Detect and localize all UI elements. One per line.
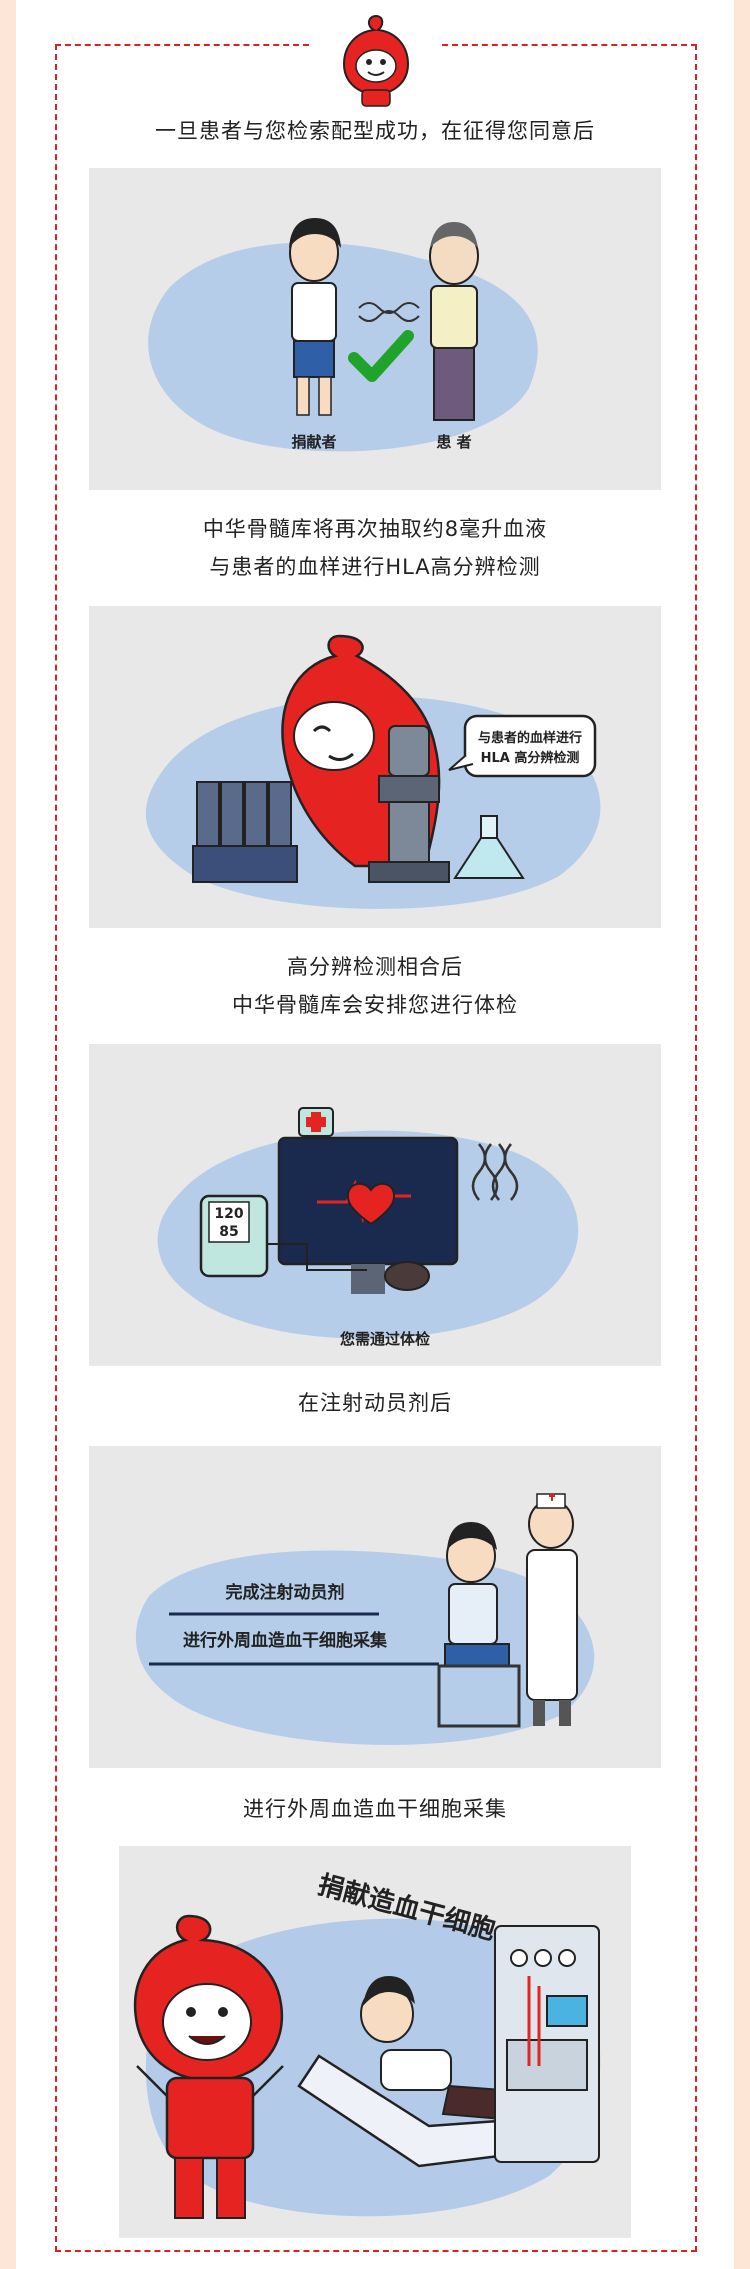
donor-figure [289, 218, 341, 416]
caption-2a: 中华骨髓库将再次抽取约8毫升血液 [202, 517, 548, 541]
checkup-label: 您需通过体检 [339, 1330, 430, 1348]
caption-2b: 与患者的血样进行HLA高分辨检测 [209, 555, 541, 579]
donor-label: 捐献者 [291, 433, 336, 451]
bp-systolic: 120 [214, 1206, 243, 1222]
microscope-icon [368, 725, 450, 883]
caption-5: 进行外周血造血干细胞采集 [243, 1797, 507, 1821]
bubble-line-1: 与患者的血样进行 [478, 730, 582, 746]
check-icon [348, 330, 414, 382]
illustration-hla-test: 与患者的血样进行 HLA 高分辨检测 [89, 606, 661, 928]
flask-icon [453, 815, 525, 879]
bubble-line-2: HLA 高分辨检测 [481, 750, 580, 766]
illustration-donation: 捐献造血干细胞 [119, 1846, 631, 2238]
monitor-icon [277, 1136, 459, 1294]
speech-bubble: 与患者的血样进行 HLA 高分辨检测 [448, 714, 597, 778]
heart-icon [346, 1182, 396, 1226]
frame-top-left [55, 44, 309, 46]
dna-icon [471, 1143, 519, 1201]
hospital-icon [298, 1107, 334, 1137]
bp-diastolic: 85 [219, 1224, 238, 1240]
apheresis-machine [494, 1925, 600, 2163]
dashed-frame [55, 44, 697, 2252]
seated-patient [437, 1522, 521, 1728]
step-injection: 完成注射动员剂 [226, 1582, 345, 1603]
patient-figure [429, 222, 479, 421]
dna-icon [358, 302, 420, 322]
step-collection: 进行外周血造血干细胞采集 [183, 1630, 388, 1651]
caption-3b: 中华骨髓库会安排您进行体检 [232, 993, 518, 1017]
mascot-waving [133, 1914, 284, 2219]
illustration-injection: 完成注射动员剂 进行外周血造血干细胞采集 [89, 1446, 661, 1768]
nurse-figure [526, 1493, 578, 1726]
caption-3a: 高分辨检测相合后 [287, 955, 463, 979]
frame-top-right [442, 44, 697, 46]
mascot-icon [342, 14, 410, 107]
test-tube-rack [192, 781, 298, 883]
caption-1: 一旦患者与您检索配型成功，在征得您同意后 [155, 119, 595, 143]
patient-label: 患 者 [436, 433, 471, 451]
blood-pressure-meter: 120 85 [199, 1194, 430, 1291]
illustration-checkup: 120 85 您需通过体检 [89, 1044, 661, 1366]
illustration-match: 捐献者 患 者 [89, 168, 661, 490]
caption-4: 在注射动员剂后 [298, 1391, 452, 1415]
